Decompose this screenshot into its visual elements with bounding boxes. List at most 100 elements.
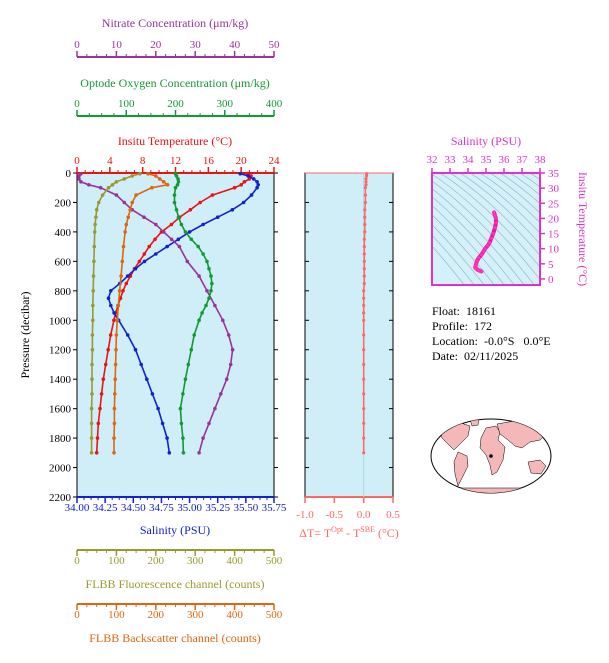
pressure-tick-label: 800 (55, 286, 72, 298)
salinity-point (255, 185, 259, 190)
fluorescence-tick-label: 300 (187, 555, 204, 567)
delta-t-point (362, 421, 366, 425)
ts-point (475, 259, 479, 263)
ts-y-tick-label: 25 (548, 198, 560, 210)
salinity-point (142, 259, 147, 264)
pressure-tick-label: 600 (55, 256, 72, 268)
date-label: Date: (432, 349, 458, 363)
pressure-tick-label: 200 (55, 197, 72, 209)
nitrate-point (226, 333, 231, 337)
nitrate-point (122, 200, 127, 205)
ts-point (493, 225, 497, 230)
temperature-point (95, 436, 100, 440)
backscatter-point (128, 208, 132, 212)
oxygen-tick-label: 200 (167, 98, 184, 110)
delta-t-point (364, 183, 368, 187)
backscatter-point (120, 259, 125, 264)
nitrate-point (161, 230, 166, 234)
temperature-point (101, 377, 106, 382)
backscatter-point (112, 421, 117, 426)
salinity-tick-label: 34.50 (121, 502, 146, 514)
isopycnal-line (459, 173, 540, 245)
nitrate-point (201, 436, 205, 440)
backscatter-point (121, 244, 126, 249)
delta-t-point (363, 215, 367, 219)
backscatter-point (154, 174, 158, 178)
temperature-point (106, 347, 110, 352)
profile-row: Profile: 172 (432, 319, 551, 334)
temperature-point (94, 451, 99, 455)
profile-label: Profile: (432, 319, 468, 333)
nitrate-point (224, 377, 229, 382)
oxygen-tick-label: 100 (118, 98, 135, 110)
salinity-point (255, 180, 259, 184)
pressure-tick-label: 1800 (49, 433, 72, 445)
nitrate-point (230, 347, 235, 352)
ts-x-tick-label: 35 (481, 154, 493, 166)
temperature-point (242, 180, 247, 184)
fluorescence-point (138, 171, 142, 176)
salinity-point (176, 237, 181, 242)
backscatter-point (113, 362, 118, 367)
pressure-tick-label: 1200 (49, 345, 72, 357)
oxygen-point (172, 193, 177, 197)
pressure-tick-label: 2200 (49, 492, 72, 504)
backscatter-tick-label: 300 (187, 609, 204, 621)
salinity-axis-title: Salinity (PSU) (140, 523, 210, 537)
temperature-point (188, 208, 193, 212)
oxygen-point (201, 252, 205, 256)
fluorescence-point (90, 347, 95, 352)
delta-t-point (363, 230, 367, 234)
fluorescence-point (130, 174, 134, 178)
salinity-point (145, 377, 149, 382)
backscatter-point (119, 274, 123, 278)
nitrate-point (114, 193, 119, 197)
delta-t-point (365, 174, 369, 178)
backscatter-axis-title: FLBB Backscatter channel (counts) (89, 631, 261, 645)
oxygen-point (189, 237, 194, 242)
temperature-point (98, 406, 102, 411)
nitrate-tick-label: 10 (111, 39, 123, 51)
nitrate-point (207, 421, 211, 426)
isopycnal-line (432, 173, 540, 281)
pressure-tick-label: 1400 (49, 374, 72, 386)
backscatter-point (130, 200, 134, 205)
oxygen-point (200, 311, 204, 315)
backscatter-point (114, 333, 119, 337)
float-id: 18161 (466, 304, 497, 318)
delta-t-point (363, 186, 367, 190)
fluorescence-tick-label: 100 (108, 555, 125, 567)
oxygen-tick-label: 400 (266, 98, 283, 110)
ts-point (491, 231, 495, 236)
backscatter-tick-label: 200 (148, 609, 165, 621)
oxygen-point (186, 362, 191, 367)
backscatter-point (165, 183, 170, 187)
fluorescence-tick-label: 500 (266, 555, 283, 567)
backscatter-point (126, 215, 130, 219)
oxygen-point (197, 318, 201, 323)
salinity-point (109, 303, 113, 308)
temperature-tick-label: 24 (269, 155, 281, 167)
delta-t-point (362, 377, 366, 381)
location-value: -0.0°S 0.0°E (483, 334, 551, 348)
delta-t-point (362, 362, 366, 367)
isopycnal-line (432, 196, 515, 285)
backscatter-tick-label: 0 (74, 609, 80, 621)
delta-tick-label: 0.5 (386, 509, 400, 521)
backscatter-point (124, 222, 129, 227)
delta-plot-bg (304, 172, 394, 498)
fluorescence-point (91, 274, 96, 278)
salinity-point (125, 333, 130, 337)
salinity-point (109, 289, 113, 293)
backscatter-point (113, 377, 117, 382)
fluorescence-tick-label: 400 (226, 555, 243, 567)
temperature-tick-label: 12 (170, 155, 181, 167)
salinity-point (112, 311, 116, 315)
temperature-point (239, 183, 243, 187)
isopycnal-line (432, 180, 535, 285)
fluorescence-tick-label: 200 (148, 555, 165, 567)
ts-x-tick-label: 34 (463, 154, 475, 166)
salinity-point (150, 392, 155, 396)
fluorescence-point (91, 289, 95, 293)
salinity-point (187, 230, 192, 234)
